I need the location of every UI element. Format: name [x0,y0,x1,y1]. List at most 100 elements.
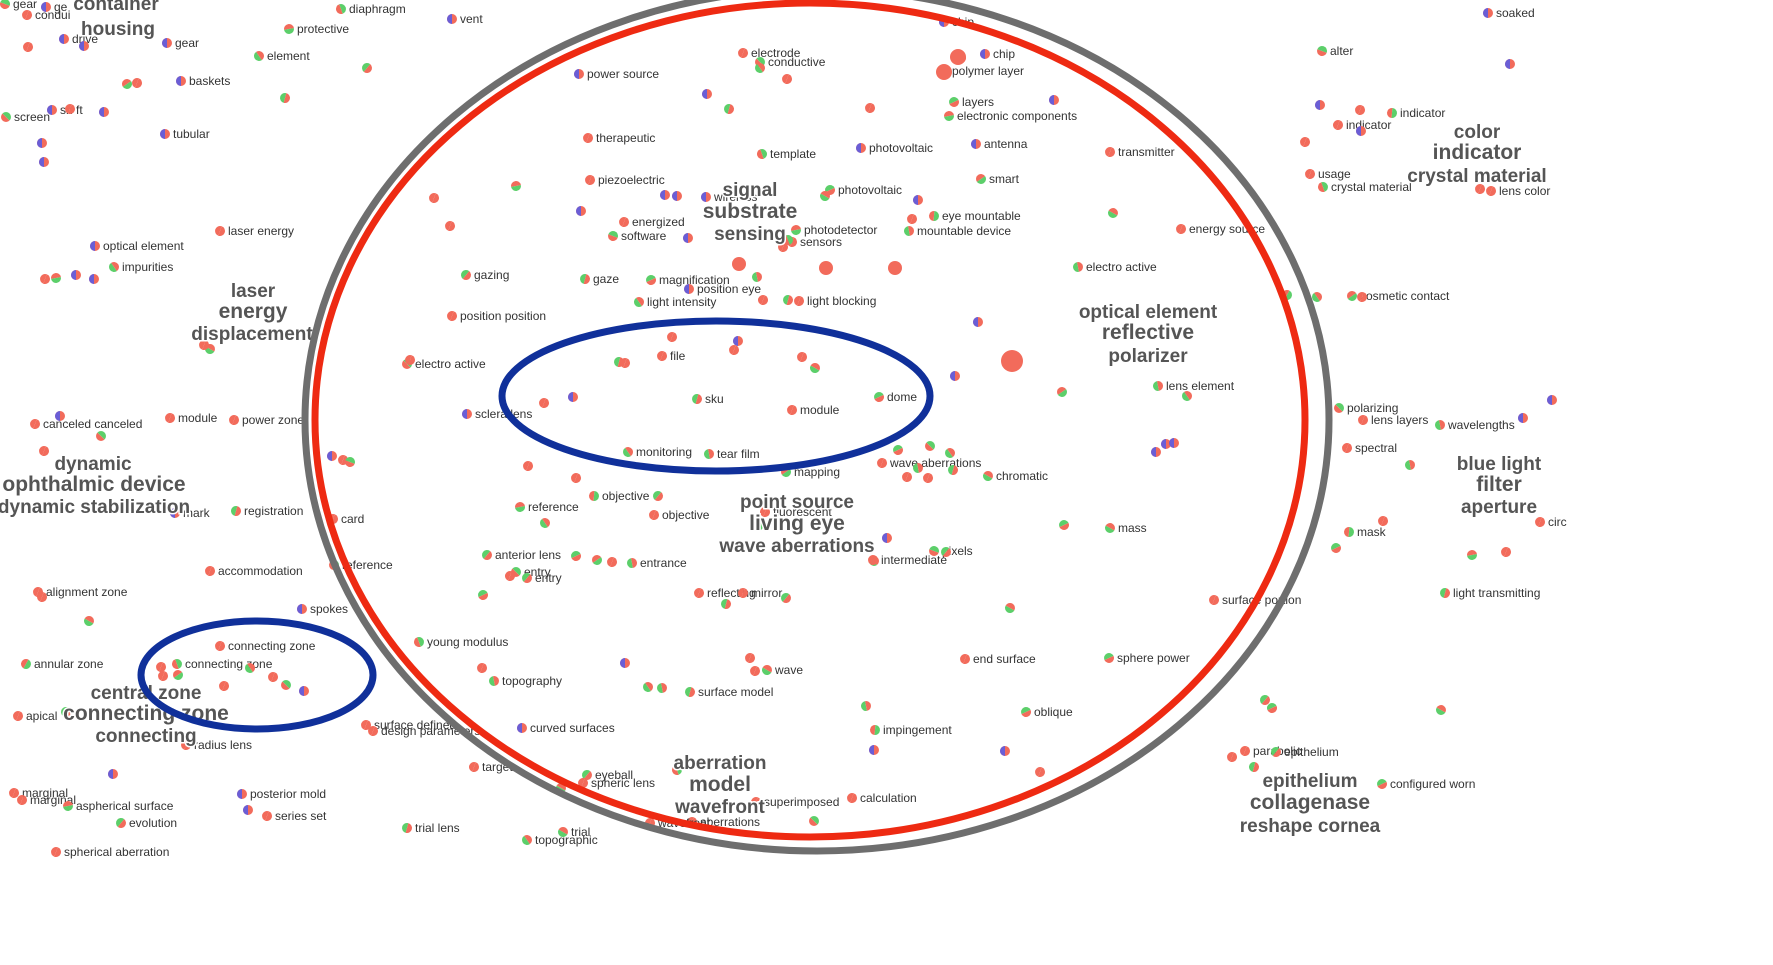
data-point[interactable] [65,104,75,114]
data-point[interactable]: gear [0,0,37,11]
data-point[interactable] [1315,100,1325,110]
data-point[interactable]: mass [1105,521,1147,535]
data-point[interactable] [752,272,762,282]
data-point[interactable]: light blocking [794,294,876,308]
data-point[interactable]: annular zone [21,657,104,671]
data-point[interactable]: wave aberrations [877,456,981,470]
data-point[interactable] [913,463,923,473]
data-point[interactable]: electro active [1073,260,1157,274]
data-point[interactable] [280,93,290,103]
data-point[interactable]: software [608,229,667,243]
data-point[interactable] [23,42,33,52]
data-point[interactable] [99,107,109,117]
data-point[interactable]: usage [1305,167,1351,181]
data-point[interactable] [923,473,933,483]
data-point[interactable] [657,683,667,693]
data-point[interactable]: gazing [461,268,509,282]
data-point[interactable] [568,392,578,402]
data-point[interactable] [902,472,912,482]
data-point[interactable] [245,663,255,673]
data-point[interactable]: objective [589,489,650,503]
data-point[interactable]: power zone [229,413,304,427]
data-point[interactable]: photovoltaic [856,141,933,155]
data-point[interactable] [721,599,731,609]
data-point[interactable] [405,355,415,365]
data-point[interactable] [782,74,792,84]
data-point[interactable] [445,221,455,231]
data-point[interactable] [1260,695,1270,705]
data-point[interactable] [1355,105,1365,115]
data-point[interactable]: sclera lens [462,407,532,421]
data-point[interactable] [1035,767,1045,777]
data-point[interactable] [945,448,955,458]
data-point[interactable]: layers [949,95,994,109]
data-point[interactable]: therapeutic [583,131,655,145]
data-point[interactable] [540,518,550,528]
data-point[interactable] [907,214,917,224]
data-point[interactable] [758,295,768,305]
data-point[interactable]: optical element [90,239,184,253]
data-point[interactable]: gear [162,36,199,50]
data-point[interactable] [243,805,253,815]
data-point[interactable] [653,491,663,501]
data-point[interactable] [39,157,49,167]
data-point[interactable]: protective [284,22,349,36]
data-point[interactable] [1312,292,1322,302]
data-point[interactable] [948,465,958,475]
data-point[interactable] [797,352,807,362]
data-point[interactable] [672,191,682,201]
data-point[interactable]: module [165,411,218,425]
data-point[interactable]: eye mountable [929,209,1021,223]
data-point[interactable] [869,745,879,755]
data-point[interactable]: trial lens [402,821,460,835]
data-point[interactable] [1547,395,1557,405]
data-point[interactable] [1518,413,1528,423]
data-point[interactable]: monitoring [623,445,692,459]
data-point[interactable] [1357,292,1367,302]
data-point[interactable] [84,616,94,626]
data-point[interactable]: transmitter [1105,145,1175,159]
data-point[interactable]: impurities [109,260,173,274]
data-point[interactable] [745,653,755,663]
data-point[interactable] [1169,438,1179,448]
data-point[interactable]: end surface [960,652,1036,666]
large-data-point[interactable] [732,257,746,271]
data-point[interactable] [268,672,278,682]
data-point[interactable]: objective [649,508,710,522]
data-point[interactable]: topography [489,674,562,688]
data-point[interactable] [505,571,515,581]
data-point[interactable] [882,533,892,543]
data-point[interactable]: energized [619,215,685,229]
data-point[interactable] [429,193,439,203]
data-point[interactable]: aspherical surface [63,799,174,813]
data-point[interactable] [1467,550,1477,560]
data-point[interactable] [108,769,118,779]
data-point[interactable] [1108,208,1118,218]
data-point[interactable] [539,398,549,408]
data-point[interactable] [40,274,50,284]
data-point[interactable]: accommodation [205,564,303,578]
data-point[interactable]: mountable device [904,224,1011,238]
data-point[interactable] [1356,126,1366,136]
data-point[interactable]: indicator [1387,106,1445,120]
data-point[interactable]: gaze [580,272,619,286]
data-point[interactable]: topographic [522,833,598,847]
data-point[interactable]: wave [762,663,803,677]
data-point[interactable] [576,206,586,216]
data-point[interactable]: soaked [1483,6,1535,20]
data-point[interactable]: smart [976,172,1020,186]
data-point[interactable] [281,680,291,690]
data-point[interactable] [1000,746,1010,756]
data-point[interactable]: vent [447,12,483,26]
data-point[interactable] [620,658,630,668]
data-point[interactable] [810,363,820,373]
data-point[interactable]: electronic components [944,109,1077,123]
data-point[interactable] [913,195,923,205]
data-point[interactable] [122,79,132,89]
data-point[interactable] [733,336,743,346]
data-point[interactable] [1249,762,1259,772]
data-point[interactable] [755,63,765,73]
data-point[interactable] [1505,59,1515,69]
data-point[interactable] [820,191,830,201]
data-point[interactable] [809,816,819,826]
